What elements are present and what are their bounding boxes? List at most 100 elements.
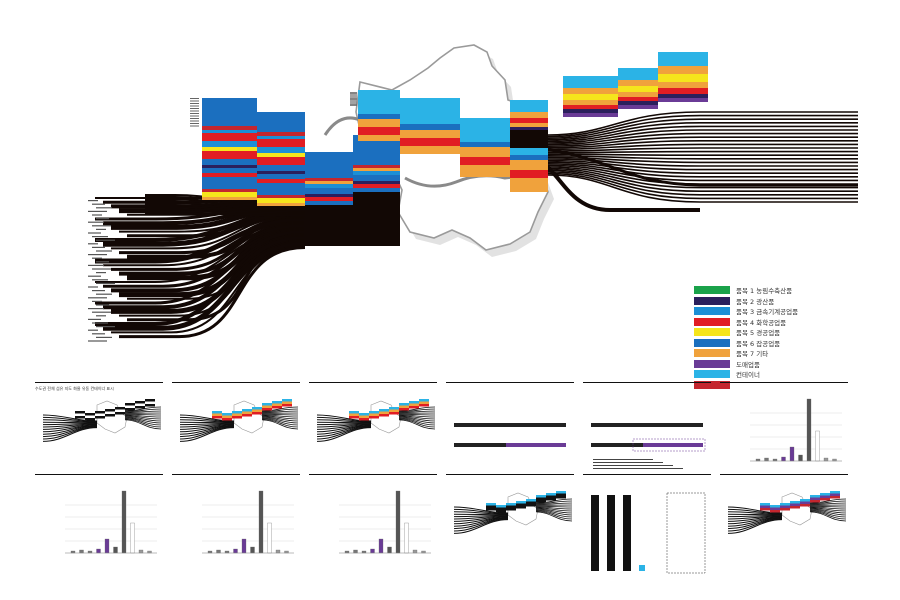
mini-bar bbox=[70, 550, 76, 554]
block-layer bbox=[358, 135, 400, 141]
node-label-tick bbox=[92, 257, 102, 259]
mini-bar bbox=[361, 550, 367, 554]
block-group-1 bbox=[202, 98, 257, 200]
mini-block bbox=[399, 405, 409, 408]
mini-flow bbox=[809, 505, 847, 508]
block-layer bbox=[257, 132, 305, 136]
mini-block bbox=[125, 403, 135, 406]
mini-map bbox=[507, 492, 539, 526]
mini-flow bbox=[42, 424, 98, 430]
block-layer bbox=[353, 165, 400, 168]
thumbnail-figure bbox=[591, 492, 706, 574]
mini-bar bbox=[387, 546, 392, 554]
legend-swatch bbox=[694, 380, 730, 389]
node-label-tick bbox=[350, 101, 357, 103]
block-layer bbox=[460, 165, 510, 177]
block-layer bbox=[618, 97, 658, 101]
mini-block bbox=[105, 409, 115, 412]
block-layer bbox=[353, 181, 400, 184]
mini-block bbox=[212, 411, 222, 414]
mini-block bbox=[546, 495, 556, 498]
mini-bar bbox=[216, 549, 221, 554]
mini-block bbox=[830, 491, 840, 494]
mini-block bbox=[95, 416, 105, 419]
mini-block bbox=[419, 399, 429, 402]
node-label-tick bbox=[350, 95, 357, 97]
node-label-tick bbox=[190, 105, 199, 107]
mini-flow bbox=[316, 416, 372, 423]
mini-flow bbox=[453, 514, 509, 518]
block-layer bbox=[658, 98, 708, 102]
legend-label: 품목 7 기타 bbox=[736, 350, 769, 359]
block-layer bbox=[202, 177, 257, 189]
mini-flow bbox=[535, 509, 573, 516]
mini-flow bbox=[535, 511, 573, 522]
block-layer bbox=[305, 184, 353, 188]
mini-map bbox=[96, 400, 128, 434]
mini-flow bbox=[453, 511, 509, 515]
mini-flow bbox=[453, 506, 509, 514]
legend-swatch bbox=[694, 286, 730, 295]
block-layer bbox=[202, 133, 257, 141]
mini-block bbox=[379, 414, 389, 417]
flow-block bbox=[510, 130, 548, 148]
node-label-tick bbox=[88, 232, 101, 234]
mini-block bbox=[496, 505, 506, 508]
mini-bar bbox=[395, 490, 401, 554]
mini-bar bbox=[267, 522, 272, 554]
node-label-tick bbox=[190, 115, 199, 117]
mini-timeline-highlight bbox=[506, 443, 566, 447]
node-label-tick bbox=[88, 254, 107, 256]
node-label-ticks bbox=[88, 92, 357, 342]
mini-flow bbox=[316, 423, 372, 428]
mini-flow bbox=[124, 413, 162, 416]
block-layer bbox=[305, 194, 353, 197]
node-label-tick bbox=[96, 239, 115, 241]
node-label-tick bbox=[88, 318, 101, 320]
mini-block bbox=[506, 503, 516, 506]
block-layer bbox=[257, 195, 305, 198]
node-label-tick bbox=[350, 104, 357, 105]
mini-block bbox=[760, 505, 770, 508]
mini-flow bbox=[261, 419, 299, 430]
flow-line bbox=[547, 158, 858, 167]
mini-bar bbox=[353, 549, 358, 554]
mini-flow bbox=[261, 416, 299, 422]
mini-block bbox=[790, 501, 800, 504]
mini-flow bbox=[261, 417, 299, 424]
mini-flow bbox=[809, 509, 847, 516]
mini-block bbox=[820, 493, 830, 496]
block-layer bbox=[658, 94, 708, 98]
flow-line bbox=[145, 198, 306, 209]
mini-flow bbox=[453, 518, 509, 532]
flow-line bbox=[547, 169, 858, 192]
mini-block bbox=[516, 501, 526, 504]
mini-flow bbox=[179, 426, 235, 440]
flow-line bbox=[547, 140, 858, 149]
mini-block bbox=[222, 415, 232, 418]
mini-bar bbox=[772, 458, 778, 462]
mini-block bbox=[242, 411, 252, 414]
node-label-tick bbox=[190, 120, 199, 122]
mini-block bbox=[359, 415, 369, 418]
mini-flow bbox=[179, 423, 235, 428]
node-label-tick bbox=[88, 297, 107, 299]
block-layer bbox=[460, 147, 510, 157]
mini-stack-bar bbox=[639, 565, 645, 571]
mini-block bbox=[496, 510, 506, 513]
mini-flow bbox=[727, 518, 783, 532]
block-group-5 bbox=[358, 90, 400, 141]
flow-line bbox=[547, 136, 858, 147]
block-layer bbox=[257, 112, 305, 132]
mini-flow bbox=[42, 425, 98, 435]
flow-line bbox=[547, 125, 858, 143]
mini-block bbox=[526, 501, 536, 504]
mini-block bbox=[409, 403, 419, 406]
mini-bar bbox=[421, 550, 426, 554]
block-layer bbox=[305, 197, 353, 201]
mini-block bbox=[790, 503, 800, 506]
legend-swatch bbox=[694, 359, 730, 368]
block-layer bbox=[353, 175, 400, 181]
block-layer bbox=[400, 130, 460, 138]
flow-line bbox=[547, 155, 858, 160]
